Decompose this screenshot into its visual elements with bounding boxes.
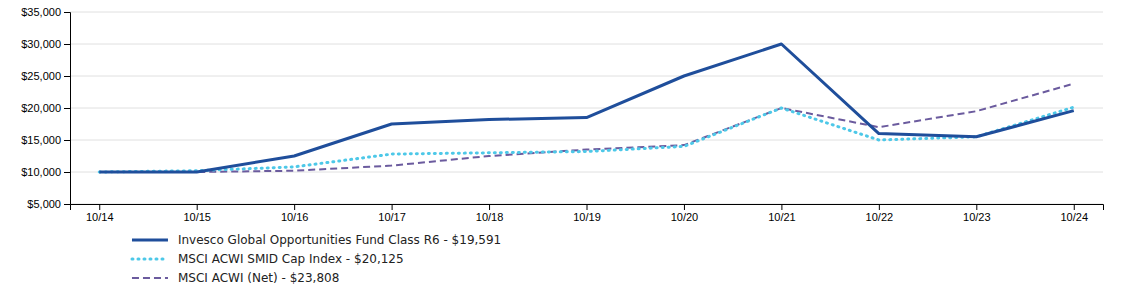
x-tick-mark	[489, 204, 490, 210]
x-tick: 10/23	[963, 204, 991, 223]
legend-swatch	[132, 277, 168, 279]
legend-entry: Invesco Global Opportunities Fund Class …	[132, 233, 501, 247]
y-tick-mark	[64, 76, 70, 77]
x-tick-label: 10/21	[768, 211, 796, 223]
y-axis-line	[64, 13, 71, 205]
chart: $5,000 $10,000 $15,000 $20,000 $25,000 $30,00…	[0, 0, 1123, 304]
y-tick: $10,000	[21, 166, 70, 178]
legend-swatch	[132, 258, 168, 261]
y-tick-label: $20,000	[21, 102, 61, 114]
x-tick-mark	[392, 204, 393, 210]
x-tick: 10/21	[768, 204, 796, 223]
x-tick: 10/22	[866, 204, 894, 223]
y-tick: $30,000	[21, 38, 70, 50]
x-tick: 10/18	[476, 204, 504, 223]
x-tick: 10/14	[86, 204, 114, 223]
y-tick: $5,000	[27, 198, 70, 210]
x-tick-mark	[781, 204, 782, 210]
x-tick: 10/19	[573, 204, 601, 223]
x-tick-mark	[197, 204, 198, 210]
y-tick-mark	[64, 108, 70, 109]
x-tick-label: 10/22	[866, 211, 894, 223]
y-tick-label: $30,000	[21, 38, 61, 50]
x-axis: 10/14 10/15 10/16 10/17 10/18 10/19 10/20 10/21…	[71, 204, 1104, 223]
x-tick-label: 10/17	[378, 211, 406, 223]
y-axis: $5,000 $10,000 $15,000 $20,000 $25,000 $30,00…	[21, 6, 70, 210]
x-tick-label: 10/23	[963, 211, 991, 223]
y-tick-mark	[64, 172, 70, 173]
x-tick-label: 10/24	[1060, 211, 1088, 223]
y-tick: $25,000	[21, 70, 70, 82]
legend-swatch	[132, 239, 168, 242]
x-tick-label: 10/16	[281, 211, 309, 223]
y-tick: $35,000	[21, 6, 70, 18]
grid-line	[70, 44, 1103, 45]
x-tick-mark	[99, 204, 100, 210]
legend-entry: MSCI ACWI (Net) - $23,808	[132, 271, 339, 285]
y-tick-label: $10,000	[21, 166, 61, 178]
grid	[70, 12, 1103, 204]
y-tick-mark	[64, 12, 70, 13]
legend: Invesco Global Opportunities Fund Class …	[132, 233, 501, 285]
lines	[99, 44, 1074, 172]
x-tick: 10/20	[671, 204, 699, 223]
y-tick: $20,000	[21, 102, 70, 114]
legend-label: MSCI ACWI SMID Cap Index - $20,125	[178, 252, 404, 266]
grid-line	[70, 12, 1103, 13]
y-tick: $15,000	[21, 134, 70, 146]
legend-label: MSCI ACWI (Net) - $23,808	[178, 271, 339, 285]
legend-entry: MSCI ACWI SMID Cap Index - $20,125	[132, 252, 404, 266]
x-tick-mark	[1074, 204, 1075, 210]
series-line	[99, 44, 1074, 172]
x-tick-mark	[684, 204, 685, 210]
y-tick-mark	[64, 140, 70, 141]
x-tick-mark	[879, 204, 880, 210]
x-tick-mark	[587, 204, 588, 210]
legend-label: Invesco Global Opportunities Fund Class …	[178, 233, 501, 247]
x-tick: 10/16	[281, 204, 309, 223]
x-tick: 10/17	[378, 204, 406, 223]
y-tick-mark	[64, 204, 70, 205]
y-tick-label: $25,000	[21, 70, 61, 82]
x-axis-line	[71, 205, 1104, 211]
x-tick-mark	[976, 204, 977, 210]
y-tick-label: $5,000	[27, 198, 61, 210]
x-tick: 10/24	[1060, 204, 1088, 223]
x-tick-mark	[294, 204, 295, 210]
grid-line	[70, 140, 1103, 141]
x-tick-label: 10/14	[86, 211, 114, 223]
y-tick-label: $35,000	[21, 6, 61, 18]
x-tick-label: 10/20	[671, 211, 699, 223]
x-tick-label: 10/18	[476, 211, 504, 223]
plot: $5,000 $10,000 $15,000 $20,000 $25,000 $30,00…	[21, 6, 1103, 223]
x-tick: 10/15	[183, 204, 211, 223]
x-tick-label: 10/15	[183, 211, 211, 223]
grid-line	[70, 108, 1103, 109]
grid-line	[70, 76, 1103, 77]
y-tick-label: $15,000	[21, 134, 61, 146]
series-line	[99, 84, 1074, 172]
x-tick-label: 10/19	[573, 211, 601, 223]
y-tick-mark	[64, 44, 70, 45]
